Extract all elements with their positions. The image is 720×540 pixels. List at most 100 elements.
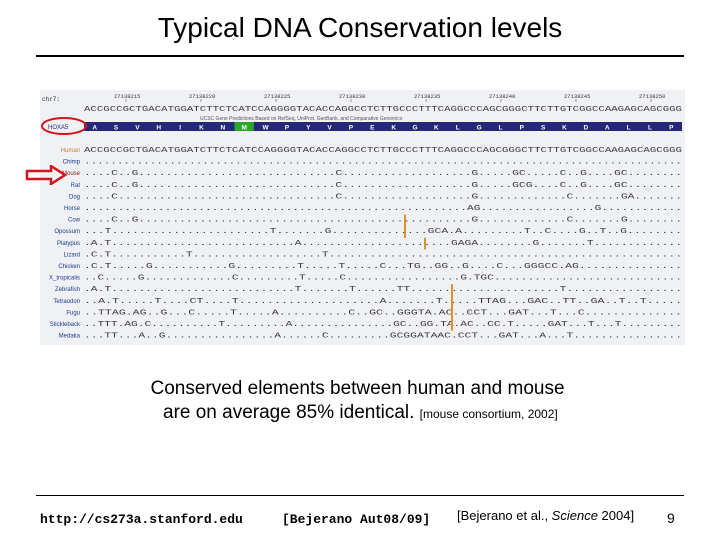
species-label: Lizard (64, 252, 80, 258)
amino-acid-letter: M (241, 125, 246, 132)
human-sequence-row: ACCGCCGCTGACATGGATCTTCTCATCCAGGGGTACACCA… (84, 147, 683, 155)
amino-acid-letter: P (520, 125, 525, 132)
amino-acid-letter: G (477, 125, 482, 132)
position-tick-label: 27138225 (264, 93, 290, 100)
species-label: Rat (71, 183, 81, 189)
amino-acid-letter: V (327, 125, 332, 132)
amino-acid-letter: A (605, 125, 610, 132)
species-label: Stickleback (50, 322, 81, 328)
species-label: Human (61, 148, 80, 154)
species-label: Medaka (59, 334, 81, 340)
species-sequence-row: ...T.......................T.......G....… (84, 228, 682, 236)
conservation-alignment-figure: chr7: 27138215 27138220 27138225 27138230 27… (40, 90, 685, 345)
insertion-marker (424, 237, 426, 250)
species-sequence-row: ....C................................C..… (84, 193, 682, 201)
position-tick-label: 27138215 (114, 93, 140, 100)
figure-background (40, 90, 685, 345)
species-sequence-row: ........................................… (84, 159, 682, 167)
position-tick-label: 27138240 (489, 93, 515, 100)
species-sequence-row: .A.T...........................T.......T… (84, 286, 682, 294)
amino-acid-letter: P (285, 125, 290, 132)
species-sequence-row: .A.T...........................A........… (84, 240, 682, 248)
footer-citation: [Bejerano et al., Science 2004] (457, 508, 634, 523)
species-labels: Human Chimp Mouse Rat Dog Horse Cow Opossum Plat… (49, 148, 81, 340)
amino-acid-letter: K (434, 125, 439, 132)
amino-acid-letter: I (179, 125, 181, 132)
position-tick-label: 27138230 (339, 93, 365, 100)
amino-acid-letter: V (135, 125, 140, 132)
species-label: Zebrafish (55, 287, 80, 293)
footer-course-url[interactable]: http://cs273a.stanford.edu (40, 512, 243, 527)
amino-acid-letter: K (562, 125, 567, 132)
species-label: Dog (69, 194, 80, 200)
gene-track-bar (84, 122, 682, 131)
amino-acid-letter: L (456, 125, 460, 132)
amino-acid-letter: L (648, 125, 652, 132)
position-tick-label: 27138220 (189, 93, 215, 100)
footer-citation-suffix: 2004] (597, 508, 635, 523)
species-label: Opossum (54, 229, 80, 235)
species-sequence-row: ...TT...A..G................A......C....… (84, 333, 682, 341)
footer-divider (36, 495, 684, 496)
insertion-marker (451, 284, 453, 331)
amino-acid-letter: K (199, 125, 204, 132)
amino-acid-letter: D (584, 125, 589, 132)
amino-acid-letter: K (391, 125, 396, 132)
amino-acid-letter: Y (306, 125, 311, 132)
amino-acid-highlight (234, 122, 254, 131)
species-label: Chimp (63, 160, 81, 166)
species-label: Horse (64, 206, 81, 212)
amino-acid-letter: E (370, 125, 375, 132)
species-sequence-row: ..A.T.....T....CT....T..................… (84, 298, 682, 306)
amino-acid-letter: N (220, 125, 225, 132)
mouse-row-arrow-icon (25, 165, 67, 185)
insertion-marker (404, 214, 406, 238)
caption-line-1: Conserved elements between human and mou… (150, 378, 565, 399)
title-divider (36, 55, 684, 57)
amino-acid-letter: H (156, 125, 161, 132)
gene-label: HOXA5 (48, 125, 69, 131)
species-sequence-row: ..TTAG.AG..G...C.....T.....A..........C.… (84, 309, 682, 317)
footer-course-reference: [Bejerano Aut08/09] (282, 512, 431, 527)
species-label: Mouse (62, 171, 81, 177)
species-label: Chicken (58, 264, 80, 270)
species-sequence-row: ..TTT.AG.C..........T.........A.........… (84, 321, 682, 329)
footer-citation-prefix: [Bejerano et al., (457, 508, 552, 523)
track-note: UCSC Gene Predictions Based on RefSeq, U… (200, 116, 403, 122)
species-sequence-rows: ACCGCCGCTGACATGGATCTTCTCATCCAGGGGTACACCA… (84, 147, 683, 341)
position-tick-label: 27138245 (564, 93, 590, 100)
species-label: Cow (68, 218, 81, 224)
reference-sequence: ACCGCCGCTGACATGGATCTTCTCATCCAGGGGTACACCA… (84, 106, 683, 114)
species-sequence-row: .C.T...........T...................T....… (84, 251, 682, 259)
caption-line-2-text: are on average 85% identical. (163, 402, 415, 423)
amino-acid-letter: L (498, 125, 502, 132)
species-sequence-row: ..C.....G.............C.........T.....C.… (84, 275, 682, 283)
species-sequence-row: ....C..G................................… (84, 217, 682, 225)
amino-acid-letter: S (114, 125, 119, 132)
amino-acid-letter: P (349, 125, 354, 132)
amino-acid-letter: A (92, 125, 97, 132)
species-label: Fugu (66, 310, 80, 316)
caption-line-2: are on average 85% identical. [mouse con… (163, 402, 558, 424)
amino-acid-letter: W (262, 125, 269, 132)
page-number: 9 (667, 510, 675, 526)
species-sequence-row: ....C..G.............................C..… (84, 182, 682, 190)
amino-acid-letter: G (413, 125, 418, 132)
gene-label-circle (41, 117, 87, 135)
slide-title: Typical DNA Conservation levels (157, 12, 563, 43)
species-sequence-row: ........................................… (84, 205, 682, 213)
species-label: X_tropicalis (49, 276, 80, 282)
amino-acid-letter: P (669, 125, 674, 132)
insertion-markers (404, 214, 453, 331)
position-ruler: 27138215 27138220 27138225 27138230 27138235… (114, 93, 665, 102)
footer-citation-journal: Science (551, 508, 598, 523)
chromosome-label: chr7: (42, 96, 60, 103)
caption-citation: [mouse consortium, 2002] (419, 407, 558, 421)
species-sequence-row: .C.T.....G...........G.........T.....T..… (84, 263, 682, 271)
species-sequence-row: ....C..G.............................C..… (84, 170, 682, 178)
amino-acid-letter: L (627, 125, 631, 132)
position-tick-label: 27138250 (639, 93, 665, 100)
species-label: Platypus (57, 241, 80, 247)
species-label: Tetraodon (53, 299, 80, 305)
